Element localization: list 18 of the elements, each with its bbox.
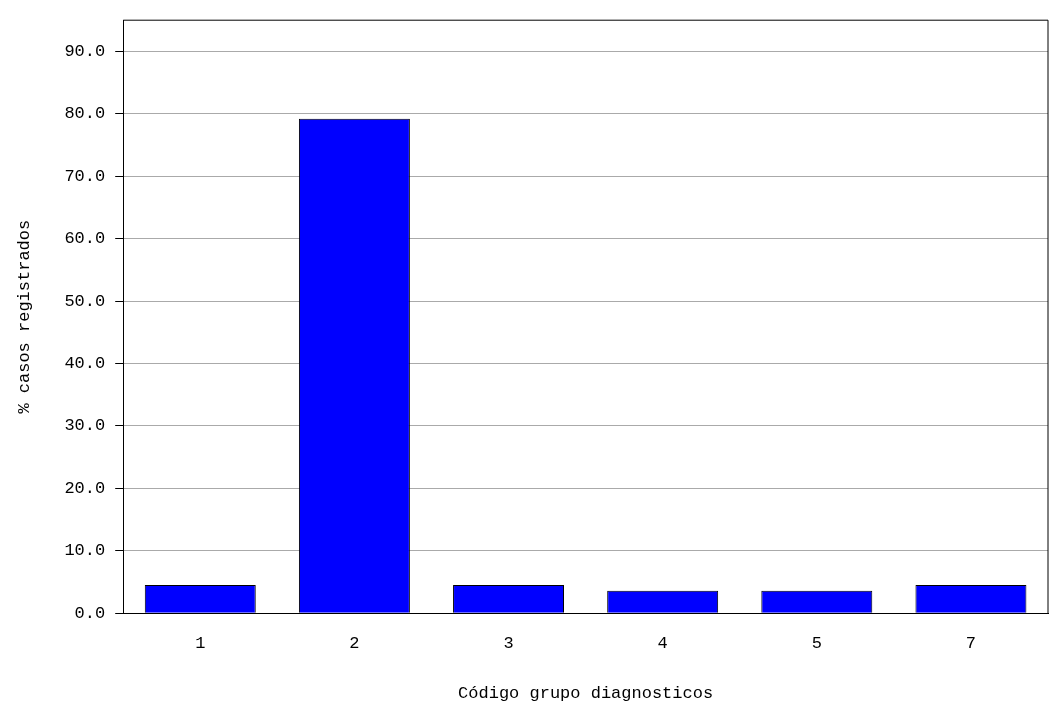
y-tick-label: 70.0: [64, 166, 106, 186]
y-tick-label: 90.0: [64, 41, 106, 61]
y-tick-label: 60.0: [64, 229, 106, 249]
y-axis-title: % casos registrados: [14, 219, 34, 414]
x-tick-label: 7: [965, 633, 977, 653]
y-tick-label: 30.0: [64, 416, 106, 436]
y-tick-label: 10.0: [64, 541, 106, 561]
y-tick-label: 40.0: [64, 354, 106, 374]
y-tick-label: 80.0: [64, 104, 106, 124]
x-tick-label: 5: [811, 633, 822, 653]
x-tick-label: 4: [657, 633, 668, 653]
y-tick-label: 0.0: [74, 603, 106, 623]
x-tick-label: 1: [195, 633, 206, 653]
y-tick-label: 20.0: [64, 478, 106, 498]
x-tick-label: 2: [349, 633, 360, 653]
x-tick-label: 3: [503, 633, 514, 653]
x-axis-title: Código grupo diagnosticos: [458, 684, 714, 704]
y-tick-label: 50.0: [64, 291, 106, 311]
